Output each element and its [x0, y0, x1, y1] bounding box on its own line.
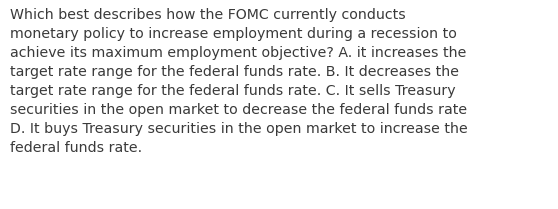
- Text: Which best describes how the FOMC currently conducts
monetary policy to increase: Which best describes how the FOMC curren…: [10, 8, 468, 155]
